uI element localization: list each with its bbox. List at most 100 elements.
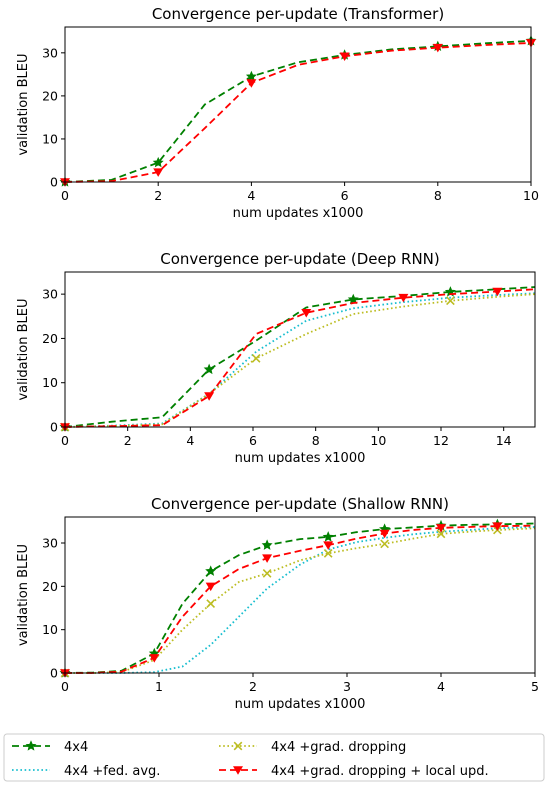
legend-entry: 4x4 +grad. dropping <box>219 740 406 755</box>
y-tick-label: 20 <box>42 331 58 346</box>
x-axis-label: num updates x1000 <box>233 206 364 221</box>
data-point <box>205 582 216 592</box>
x-tick-label: 0 <box>61 433 69 448</box>
data-point <box>204 392 215 401</box>
y-axis-label: validation BLEU <box>16 298 31 400</box>
data-point <box>446 296 455 306</box>
data-point <box>301 308 312 318</box>
chart-title: Convergence per-update (Shallow RNN) <box>151 495 449 513</box>
data-point <box>322 531 334 542</box>
data-point <box>149 654 160 663</box>
series-3 <box>60 525 535 678</box>
data-point <box>246 79 257 88</box>
series-4 <box>60 522 535 678</box>
x-tick-label: 14 <box>496 433 512 448</box>
legend-entry: 4x4 +fed. avg. <box>12 764 160 779</box>
legend-entry: 4x4 +grad. dropping + local upd. <box>219 764 489 779</box>
y-tick-label: 30 <box>42 45 58 60</box>
data-point <box>436 529 446 539</box>
x-tick-label: 1 <box>155 679 163 694</box>
plot-frame <box>64 26 532 183</box>
series-line <box>65 292 535 428</box>
x-tick-label: 0 <box>61 679 69 694</box>
data-point <box>432 43 443 53</box>
y-tick-label: 30 <box>42 287 58 302</box>
y-tick-label: 30 <box>42 536 58 551</box>
data-point <box>261 539 273 550</box>
x-tick-label: 10 <box>370 433 386 448</box>
plot-frame <box>64 271 536 428</box>
x-tick-label: 5 <box>531 679 539 694</box>
legend-label: 4x4 +grad. dropping <box>271 740 406 755</box>
data-point <box>262 554 273 563</box>
y-axis-label: validation BLEU <box>16 53 31 155</box>
legend-marker <box>233 741 243 751</box>
x-tick-label: 12 <box>433 433 449 448</box>
series-1 <box>59 518 535 678</box>
series-line <box>65 42 531 183</box>
y-tick-label: 20 <box>42 579 58 594</box>
series-2 <box>65 526 535 674</box>
x-tick-label: 2 <box>249 679 257 694</box>
series-2 <box>65 292 535 428</box>
series-line <box>65 293 535 428</box>
x-tick-label: 0 <box>61 188 69 203</box>
y-tick-label: 0 <box>50 175 58 190</box>
data-point <box>492 287 503 297</box>
data-point <box>245 70 257 82</box>
series-line <box>65 524 535 674</box>
y-tick-label: 20 <box>42 88 58 103</box>
x-tick-label: 4 <box>437 679 445 694</box>
y-tick-label: 0 <box>50 420 58 435</box>
x-axis-label: num updates x1000 <box>235 697 366 712</box>
data-point <box>380 539 389 549</box>
legend-frame <box>3 733 545 782</box>
series-line <box>65 527 535 674</box>
series-1 <box>59 286 535 432</box>
legend-marker <box>25 740 37 751</box>
chart-title: Convergence per-update (Deep RNN) <box>160 250 440 268</box>
x-tick-label: 6 <box>249 433 257 448</box>
series-line <box>65 39 531 183</box>
x-tick-label: 3 <box>343 679 351 694</box>
data-point <box>436 524 446 533</box>
y-axis-label: validation BLEU <box>16 544 31 646</box>
data-point <box>339 52 350 62</box>
x-tick-label: 10 <box>523 188 539 203</box>
series-2 <box>60 39 536 187</box>
data-point <box>152 156 164 168</box>
x-tick-label: 8 <box>312 433 320 448</box>
chart-title: Convergence per-update (Transformer) <box>152 5 444 23</box>
legend-label: 4x4 +fed. avg. <box>64 764 160 779</box>
data-point <box>153 168 164 177</box>
data-point <box>205 565 217 576</box>
x-tick-label: 4 <box>247 188 255 203</box>
y-tick-label: 10 <box>42 622 58 637</box>
series-line <box>65 522 535 674</box>
chart-panel-2: Convergence per-update (Deep RNN) 0 2 4 6 8 10… <box>16 250 536 466</box>
data-point <box>206 599 216 609</box>
y-tick-label: 10 <box>42 131 58 146</box>
y-tick-label: 10 <box>42 375 58 390</box>
series-3 <box>60 293 535 432</box>
data-point <box>379 529 390 539</box>
legend-label: 4x4 +grad. dropping + local upd. <box>271 764 489 779</box>
series-line <box>65 526 535 674</box>
chart-panel-1: Convergence per-update (Transformer) 0 2 4 6… <box>16 5 539 221</box>
data-point <box>323 541 334 550</box>
x-tick-label: 8 <box>434 188 442 203</box>
x-axis-label: num updates x1000 <box>235 451 366 466</box>
series-line <box>65 286 535 428</box>
legend-marker <box>233 766 243 775</box>
x-tick-label: 4 <box>186 433 194 448</box>
data-point <box>347 293 359 305</box>
plot-frame <box>64 516 536 674</box>
series-4 <box>60 287 535 432</box>
legend: 4x4 4x4 +grad. dropping 4x4 +fed. avg. 4x4 … <box>3 733 545 782</box>
data-point <box>492 522 503 531</box>
x-tick-label: 6 <box>341 188 349 203</box>
data-point <box>251 353 261 363</box>
data-point <box>323 549 333 558</box>
data-point <box>398 293 409 303</box>
